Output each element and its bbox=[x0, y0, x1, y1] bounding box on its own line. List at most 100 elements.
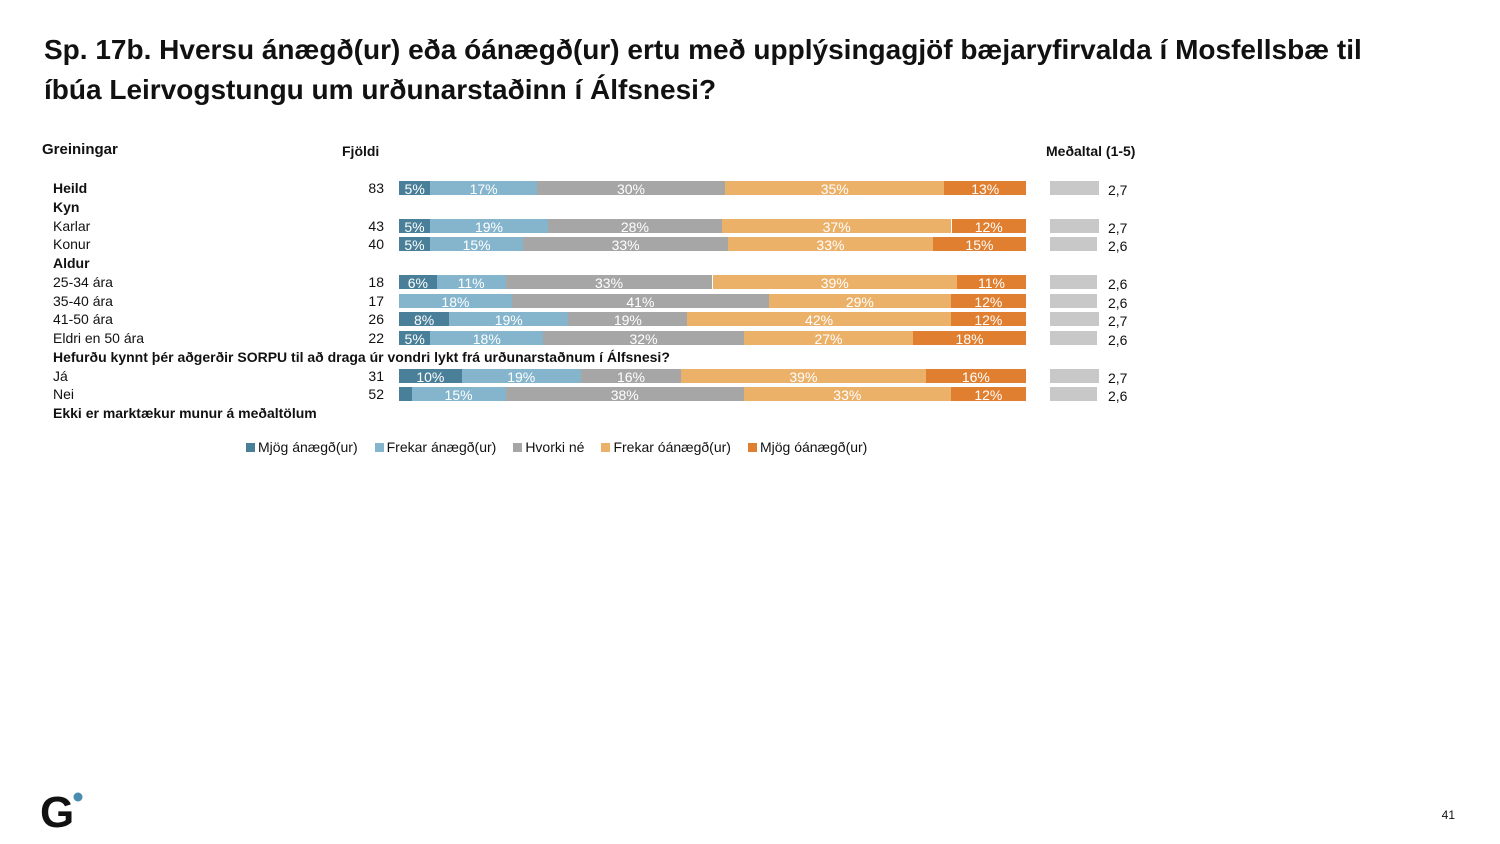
bar-segment-frekar-n-g-ur-: 33% bbox=[728, 237, 933, 253]
bar-segment-frekar-n-g-ur-: 17% bbox=[430, 181, 537, 197]
bar-segment-mj-g-n-g-ur-: 12% bbox=[951, 218, 1026, 235]
bar-segment-mj-g-n-g-ur-: 15% bbox=[932, 237, 1026, 254]
data-label: 8% bbox=[413, 312, 435, 329]
bar-segment-frekar-n-g-ur-: 35% bbox=[725, 181, 945, 197]
data-label: 15% bbox=[462, 237, 491, 254]
bar-segment-hvorki-n-: 32% bbox=[543, 331, 744, 347]
mean-value: 2,6 bbox=[1108, 388, 1128, 405]
data-label: 18% bbox=[955, 331, 984, 347]
data-label: 5% bbox=[404, 237, 425, 254]
data-label: 5% bbox=[404, 331, 425, 347]
mean-value: 2,7 bbox=[1108, 182, 1128, 198]
row-count: 22 bbox=[368, 330, 384, 346]
legend-label: Frekar óánægð(ur) bbox=[613, 439, 731, 455]
bar-segment-hvorki-n-: 19% bbox=[568, 312, 688, 328]
legend-item: Hvorki né bbox=[513, 439, 584, 455]
mean-bar bbox=[1050, 218, 1099, 233]
row-label: 35-40 ára bbox=[53, 292, 113, 309]
bar-segment-mj-g-n-g-ur-: 12% bbox=[950, 312, 1026, 329]
row-count: 83 bbox=[368, 180, 384, 196]
data-label: 5% bbox=[404, 181, 425, 197]
row-label: Nei bbox=[53, 386, 75, 403]
bar-segment-hvorki-n-: 16% bbox=[580, 368, 682, 385]
bar-segment-frekar-n-g-ur-: 18% bbox=[430, 331, 544, 347]
row-count: 18 bbox=[368, 273, 384, 290]
mean-bar bbox=[1050, 331, 1097, 345]
bar-segment-frekar-n-g-ur-: 19% bbox=[449, 312, 569, 329]
row-label: Ekki er marktækur munur á meðaltölum bbox=[53, 405, 317, 421]
row-label: Hefurðu kynnt þér aðgerðir SORPU til að … bbox=[53, 348, 670, 365]
mean-value: 2,6 bbox=[1108, 332, 1128, 348]
mean-bar bbox=[1050, 368, 1099, 383]
data-label: 41% bbox=[626, 293, 655, 310]
bar-segment-mj-g-n-g-ur-: 6% bbox=[399, 274, 437, 291]
data-label: 13% bbox=[971, 181, 1000, 197]
row-label: Karlar bbox=[53, 217, 91, 234]
data-label: 29% bbox=[845, 293, 874, 310]
bar-segment-mj-g-n-g-ur-: 13% bbox=[944, 181, 1026, 197]
row-label: 25-34 ára bbox=[53, 273, 113, 290]
data-label: 12% bbox=[974, 312, 1003, 329]
bar-segment-mj-g-n-g-ur-: 11% bbox=[957, 274, 1026, 291]
row-label: Kyn bbox=[53, 198, 80, 215]
bar-segment-frekar-n-g-ur-: 33% bbox=[743, 387, 951, 404]
data-label: 39% bbox=[820, 274, 849, 291]
data-label: 17% bbox=[469, 181, 498, 197]
data-label: 32% bbox=[629, 331, 658, 347]
data-label: 12% bbox=[974, 387, 1003, 404]
svg-text:G: G bbox=[40, 790, 74, 832]
data-label: 11% bbox=[457, 274, 485, 291]
mean-header: Meðaltal (1-5) bbox=[1046, 143, 1136, 159]
legend: Mjög ánægð(ur) Frekar ánægð(ur) Hvorki né F… bbox=[246, 439, 884, 455]
bar-segment-frekar-n-g-ur-: 19% bbox=[461, 368, 581, 385]
bar-segment-hvorki-n-: 41% bbox=[511, 293, 769, 310]
data-label: 12% bbox=[974, 293, 1003, 310]
row-label: Eldri en 50 ára bbox=[53, 330, 145, 346]
bar-segment-mj-g-n-g-ur-: 16% bbox=[925, 368, 1026, 385]
data-label: 16% bbox=[961, 368, 990, 385]
bar-segment-hvorki-n-: 30% bbox=[536, 181, 726, 197]
bar-segment-hvorki-n-: 38% bbox=[505, 387, 744, 403]
data-label: 33% bbox=[611, 237, 640, 254]
bar-segment-frekar-n-g-ur-: 39% bbox=[681, 368, 926, 385]
data-label: 15% bbox=[965, 237, 994, 254]
bar-segment-frekar-n-g-ur-: 19% bbox=[430, 218, 548, 235]
bar-segment-mj-g-n-g-ur-: 10% bbox=[399, 368, 462, 385]
data-label: 19% bbox=[474, 218, 504, 235]
legend-swatch bbox=[246, 442, 255, 452]
data-label: 30% bbox=[616, 181, 645, 197]
mean-bar bbox=[1050, 312, 1099, 327]
bar-segment-frekar-n-g-ur-: 42% bbox=[687, 312, 951, 328]
mean-bar bbox=[1050, 387, 1097, 402]
data-label: 11% bbox=[978, 274, 1005, 291]
mean-bar bbox=[1050, 293, 1097, 308]
mean-bar bbox=[1050, 237, 1097, 252]
bar-segment-mj-g-n-g-ur- bbox=[399, 387, 412, 402]
bar-segment-mj-g-n-g-ur-: 8% bbox=[399, 312, 450, 329]
legend-item: Frekar ánægð(ur) bbox=[374, 439, 496, 455]
row-count: 17 bbox=[368, 292, 384, 309]
bar-segment-mj-g-n-g-ur-: 12% bbox=[950, 387, 1026, 404]
legend-swatch bbox=[374, 442, 384, 452]
legend-label: Mjög ánægð(ur) bbox=[258, 439, 358, 455]
row-label: Heild bbox=[53, 180, 88, 196]
bar-segment-frekar-n-g-ur-: 11% bbox=[436, 274, 506, 291]
legend-item: Mjög óánægð(ur) bbox=[747, 439, 867, 455]
mean-value: 2,6 bbox=[1108, 294, 1128, 311]
data-label: 35% bbox=[820, 181, 849, 197]
groups-header: Greiningar bbox=[42, 141, 118, 158]
data-label: 15% bbox=[444, 387, 473, 404]
data-label: 6% bbox=[407, 274, 428, 291]
row-count: 43 bbox=[368, 217, 384, 234]
slide-title: Sp. 17b. Hversu ánægð(ur) eða óánægð(ur)… bbox=[44, 34, 1362, 105]
legend-swatch bbox=[747, 442, 757, 452]
data-label: 12% bbox=[974, 218, 1003, 235]
legend-item: Frekar óánægð(ur) bbox=[601, 439, 731, 455]
data-label: 19% bbox=[494, 312, 523, 329]
data-label: 18% bbox=[472, 331, 501, 347]
legend-label: Hvorki né bbox=[525, 439, 585, 455]
data-label: 28% bbox=[620, 218, 649, 235]
legend-swatch bbox=[601, 442, 611, 452]
data-label: 33% bbox=[833, 387, 862, 404]
bar-segment-hvorki-n-: 28% bbox=[547, 218, 722, 235]
